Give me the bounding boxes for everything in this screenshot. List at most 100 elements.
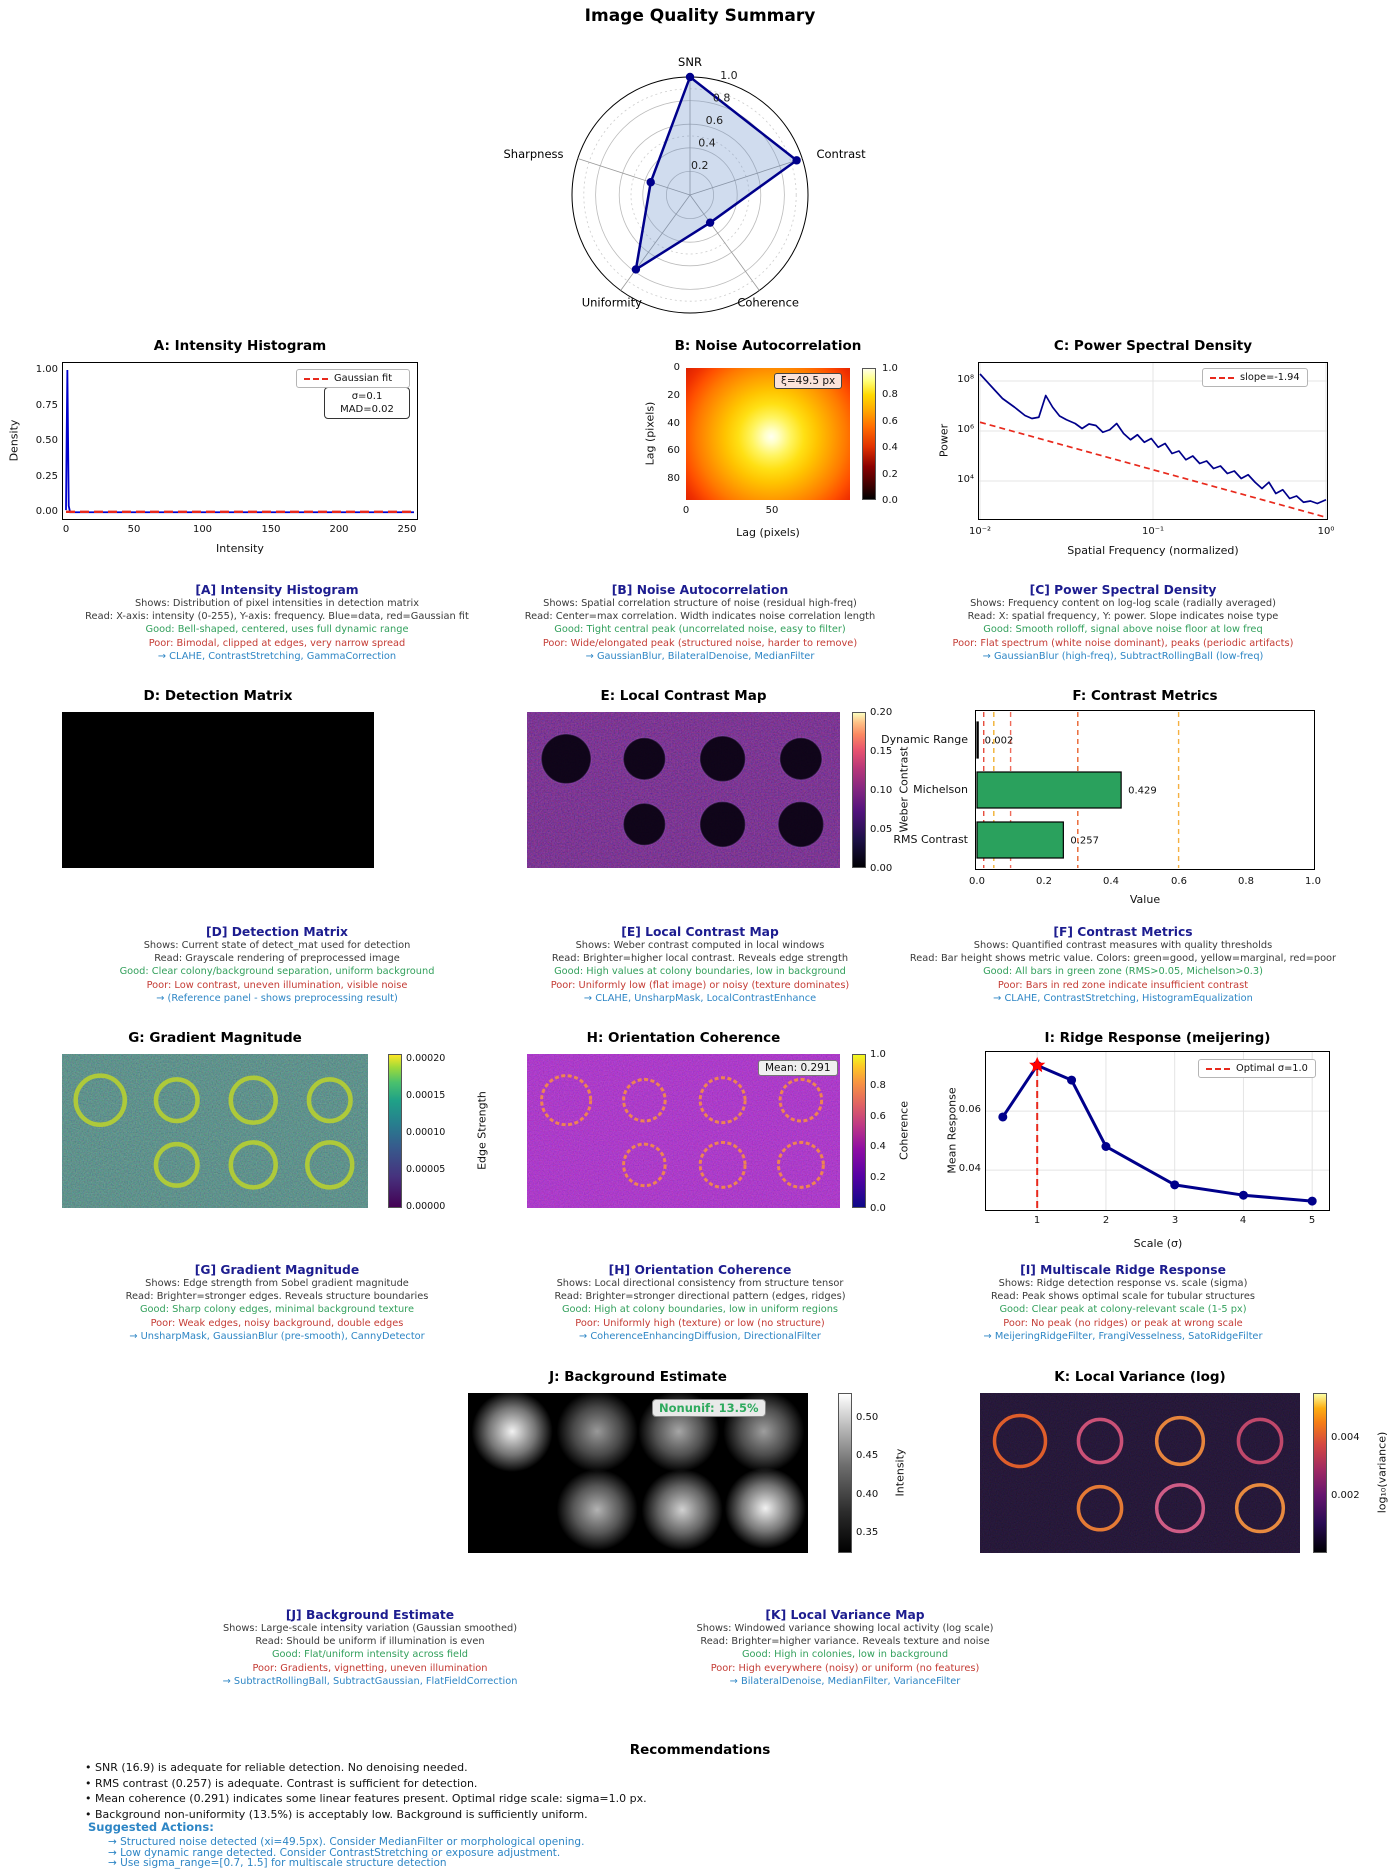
tick-label: 150 [261,524,281,535]
tick-label: 0.4 [870,1141,886,1152]
panel-j-colorbar-label: Intensity [893,1448,907,1497]
radar-axis-label: Coherence [737,296,799,310]
caption-shows: Shows: Distribution of pixel intensities… [134,598,420,609]
red-dashed-line-icon [304,377,328,380]
tick-label: 100 [192,524,213,535]
caption-shows: Shows: Edge strength from Sobel gradient… [145,1278,409,1289]
panel-a-stats-box: σ=0.1 MAD=0.02 [324,387,410,419]
caption-read: Read: Brighter=stronger directional patt… [554,1291,846,1303]
colony-disc [699,735,747,783]
tick-label: 0.00015 [406,1090,446,1101]
panel-e-title: E: Local Contrast Map [600,688,767,704]
colony-ring [1234,1483,1286,1534]
caption-shows: Shows: Windowed variance showing local a… [696,1623,994,1634]
tick-label: 0.35 [856,1527,879,1538]
panel-b-annotation: ξ=49.5 px [774,373,843,389]
panel-g-colorbar [388,1054,402,1208]
caption-action: → UnsharpMask, GaussianBlur (pre-smooth)… [129,1330,425,1342]
panel-j-annotation: Nonunif: 13.5% [652,1399,766,1417]
radar-r-tick: 1.0 [720,69,738,82]
caption-action: → GaussianBlur, BilateralDenoise, Median… [585,650,815,662]
tick-label: 0.4 [882,442,898,453]
caption-good: Good: High at colony boundaries, low in … [561,1304,839,1316]
tick-label: 0.8 [870,1080,886,1091]
caption-good: Good: Sharp colony edges, minimal backgr… [139,1304,415,1316]
bar-value-label: 0.257 [1070,836,1099,847]
tick-label: 0.15 [870,746,893,757]
tick-label: 250 [397,524,417,535]
panel-a-mad: MAD=0.02 [340,404,394,415]
caption-read: Read: Brighter=higher variance. Reveals … [700,1636,990,1648]
colony-ring [1236,1417,1284,1465]
panel-i-legend: Optimal σ=1.0 [1198,1059,1316,1078]
tick-label: 0.04 [958,1163,981,1174]
tick-label: 0.2 [1036,876,1052,887]
caption-action: → MeijeringRidgeFilter, FrangiVesselness… [983,1330,1263,1342]
caption-shows: Shows: Spatial correlation structure of … [543,598,857,609]
caption-panel-c: [C] Power Spectral Density Shows: Freque… [893,583,1353,663]
caption-panel-j: [J] Background Estimate Shows: Large-sca… [140,1608,600,1688]
tick-label: 0 [62,524,70,535]
caption-title: [D] Detection Matrix [206,925,348,939]
caption-good: Good: Bell-shaped, centered, uses full d… [145,624,409,636]
tick-label: 0.25 [35,470,58,482]
caption-read: Read: X: spatial frequency, Y: power. Sl… [967,611,1279,623]
tick-label: 0.8 [882,389,898,400]
caption-title: [H] Orientation Coherence [608,1263,792,1277]
caption-poor: Poor: Uniformly low (flat image) or nois… [550,979,850,991]
caption-good: Good: Flat/uniform intensity across fiel… [271,1649,469,1661]
tick-label: 10⁻² [968,526,991,537]
tick-label: 60 [667,445,680,456]
caption-read: Read: Brighter=higher local contrast. Re… [551,953,849,965]
tick-label: 0.6 [870,1111,886,1122]
local-variance-heatmap [980,1393,1300,1553]
bar-category-label: Dynamic Range [881,733,968,746]
caption-shows: Shows: Weber contrast computed in local … [575,940,825,951]
colony-ring [1154,1415,1206,1467]
panel-i-legend-label: Optimal σ=1.0 [1236,1063,1308,1074]
panel-b-title: B: Noise Autocorrelation [674,338,862,354]
tick-label: 0.0 [882,495,898,506]
panel-h-title: H: Orientation Coherence [586,1030,781,1046]
caption-action: → SubtractRollingBall, SubtractGaussian,… [222,1675,518,1687]
caption-read: Read: Bar height shows metric value. Col… [909,953,1337,965]
caption-good: Good: Clear peak at colony-relevant scal… [999,1304,1247,1316]
panel-h-annotation: Mean: 0.291 [758,1060,838,1076]
colony-ring [1076,1417,1124,1465]
radar-r-tick: 0.6 [706,114,724,127]
colony-ring [1076,1484,1124,1532]
tick-label: 0.50 [856,1412,879,1423]
colony-ring [698,1076,747,1125]
caption-read: Read: X-axis: intensity (0-255), Y-axis:… [85,611,469,623]
bar-category-label: RMS Contrast [893,833,968,846]
caption-shows: Shows: Current state of detect_mat used … [143,940,411,951]
caption-read: Read: Grayscale rendering of preprocesse… [154,953,400,965]
colony-disc [699,800,747,848]
tick-label: 0.00 [35,506,58,517]
tick-label: 1 [1033,1215,1041,1226]
radar-chart: 0.2 0.4 0.6 0.8 1.0 SNR Contrast Coherence Unifo… [503,55,866,314]
tick-label: 0.0 [870,1203,886,1214]
recommendation-bullet: • Background non-uniformity (13.5%) is a… [85,1807,588,1821]
colony-ring [698,1140,747,1189]
tick-label: 40 [667,418,680,429]
caption-good: Good: Smooth rolloff, signal above noise… [983,624,1263,636]
tick-label: 0.00010 [406,1127,446,1138]
panel-g-title: G: Gradient Magnitude [128,1030,302,1046]
caption-action: → (Reference panel - shows preprocessing… [156,992,398,1004]
bar-value-label: 0.429 [1128,786,1157,797]
colony-ring [622,1142,667,1188]
gradient-magnitude-heatmap [62,1054,368,1208]
orientation-coherence-heatmap [527,1054,840,1208]
caption-poor: Poor: Bars in red zone indicate insuffic… [997,979,1249,991]
caption-panel-f: [F] Contrast Metrics Shows: Quantified c… [893,925,1353,1005]
suggested-actions-title: Suggested Actions: [88,1820,214,1834]
tick-label: 1.0 [882,363,898,374]
contrast-metrics-bar-chart: 0.002 0.429 0.257 [975,710,1315,870]
caption-action: → CLAHE, ContrastStretching, HistogramEq… [993,992,1253,1004]
ridge-response-chart [985,1051,1330,1211]
caption-panel-e: [E] Local Contrast Map Shows: Weber cont… [470,925,930,1005]
tick-label: 0.10 [870,785,893,796]
tick-label: 0.4 [1103,876,1119,887]
